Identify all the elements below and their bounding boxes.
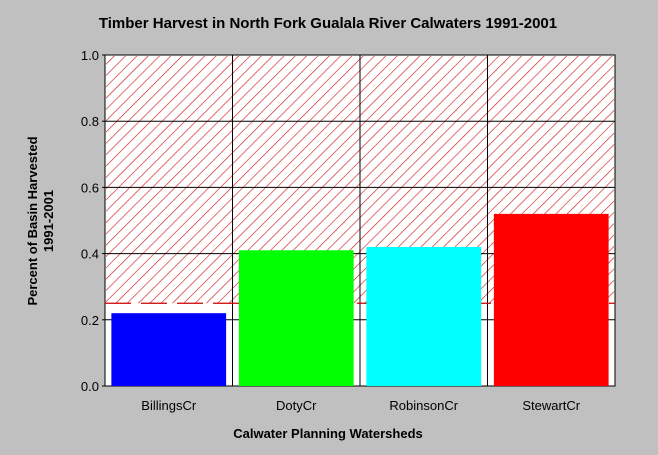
- y-tick-label: 0.4: [81, 247, 99, 262]
- y-tick-label: 0.8: [81, 114, 99, 129]
- chart-title: Timber Harvest in North Fork Gualala Riv…: [99, 15, 557, 32]
- y-tick-label: 0.2: [81, 313, 99, 328]
- bar-billingscr: [111, 313, 227, 386]
- y-tick-label: 0.0: [81, 379, 99, 394]
- x-tick-label: RobinsonCr: [389, 398, 458, 413]
- x-tick-label: BillingsCr: [141, 398, 197, 413]
- y-tick-labels: 0.0 0.2 0.4 0.6 0.8 1.0: [81, 48, 105, 394]
- grid: [105, 55, 615, 386]
- x-tick-labels: BillingsCr DotyCr RobinsonCr StewartCr: [141, 398, 581, 413]
- y-axis-label-line2: 1991-2001: [41, 190, 56, 252]
- x-tick-label: StewartCr: [522, 398, 580, 413]
- x-tick-label: DotyCr: [276, 398, 317, 413]
- bars: [111, 213, 609, 386]
- x-axis-label: Calwater Planning Watersheds: [233, 426, 423, 441]
- bar-dotycr: [238, 250, 354, 386]
- bar-stewartcr: [493, 213, 609, 386]
- y-tick-label: 1.0: [81, 48, 99, 63]
- y-axis-label-line1: Percent of Basin Harvested: [25, 136, 40, 305]
- bar-robinsoncr: [366, 246, 482, 386]
- y-tick-label: 0.6: [81, 180, 99, 195]
